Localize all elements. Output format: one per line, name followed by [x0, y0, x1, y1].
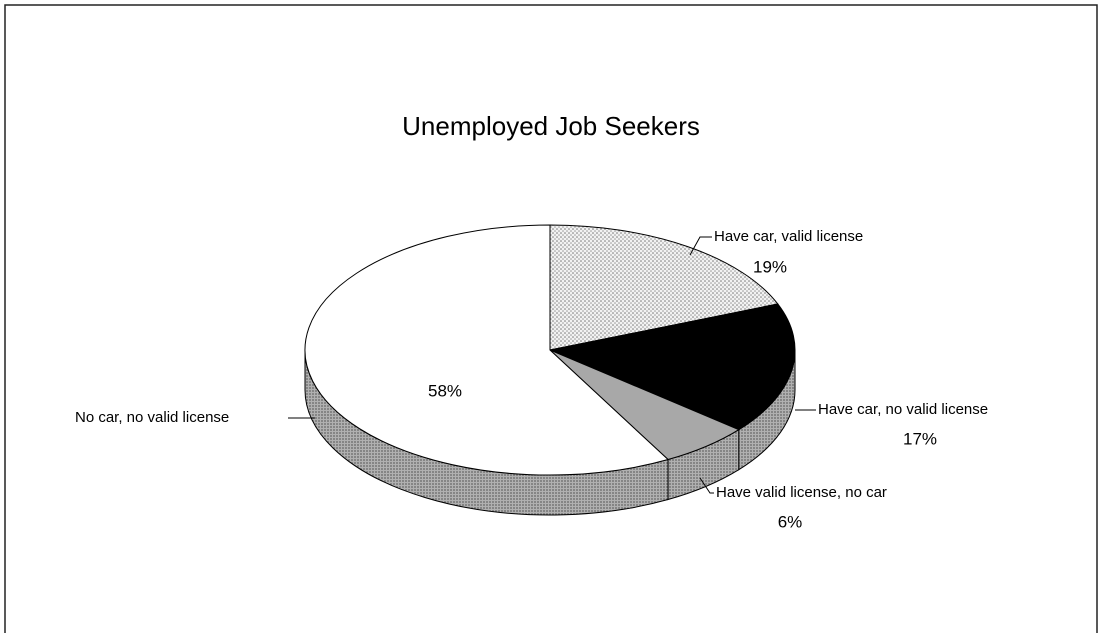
- slice: [304, 224, 670, 476]
- value-label: 19%: [753, 257, 787, 276]
- slice: [549, 224, 779, 351]
- slice: [548, 303, 796, 431]
- value-label: 6%: [778, 512, 803, 531]
- leader-line: [689, 236, 712, 256]
- slice-label: Have car, valid license: [714, 228, 863, 245]
- value-label: 58%: [428, 381, 462, 400]
- slice-label: No car, no valid license: [75, 409, 229, 426]
- slice-label: Have valid license, no car: [716, 484, 887, 501]
- slice-label: Have car, no valid license: [818, 401, 988, 418]
- frame: [4, 4, 1098, 633]
- chart-title: Unemployed Job Seekers: [402, 111, 700, 141]
- leader-line: [699, 477, 714, 494]
- value-label: 17%: [903, 429, 937, 448]
